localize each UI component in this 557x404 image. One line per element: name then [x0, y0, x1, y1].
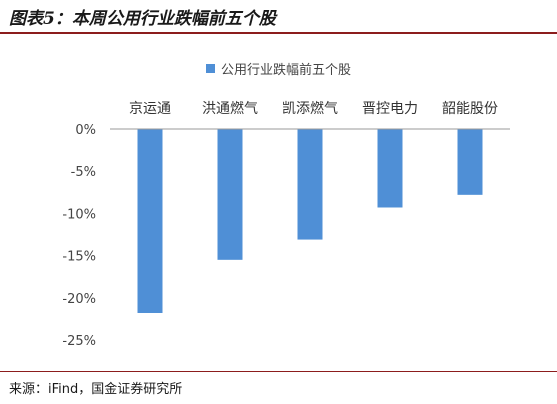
- source-note: 来源：iFind，国金证券研究所: [9, 382, 183, 397]
- bar-3: [297, 129, 323, 240]
- y-axis: 0% -5% -10% -15% -20% -25%: [62, 123, 96, 349]
- legend: 公用行业跌幅前五个股: [206, 62, 351, 78]
- y-tick-label: -5%: [71, 165, 96, 180]
- bar-5: [457, 129, 483, 195]
- category-label: 凯添燃气: [282, 100, 338, 117]
- y-tick-label: -25%: [62, 334, 96, 349]
- bar-4: [377, 129, 403, 208]
- category-label: 京运通: [129, 101, 171, 117]
- y-tick-label: 0%: [75, 123, 96, 138]
- legend-label: 公用行业跌幅前五个股: [221, 62, 351, 78]
- chart: 公用行业跌幅前五个股 0% -5% -10% -15% -20% -25% 京运通 洪通燃气…: [62, 62, 510, 349]
- category-label: 晋控电力: [362, 101, 418, 117]
- y-tick-label: -15%: [62, 250, 96, 265]
- bars: [137, 129, 483, 313]
- title-rule: [0, 32, 557, 34]
- bar-1: [137, 129, 163, 313]
- category-labels: 京运通 洪通燃气 凯添燃气 晋控电力 韶能股份: [129, 100, 498, 117]
- category-label: 韶能股份: [442, 101, 498, 117]
- bar-2: [217, 129, 243, 260]
- y-tick-label: -20%: [62, 292, 96, 307]
- bottom-rule: [0, 371, 557, 372]
- y-tick-label: -10%: [62, 207, 96, 222]
- figure-title: 图表5：本周公用行业跌幅前五个股: [9, 9, 276, 29]
- category-label: 洪通燃气: [202, 100, 258, 117]
- legend-swatch: [206, 64, 215, 73]
